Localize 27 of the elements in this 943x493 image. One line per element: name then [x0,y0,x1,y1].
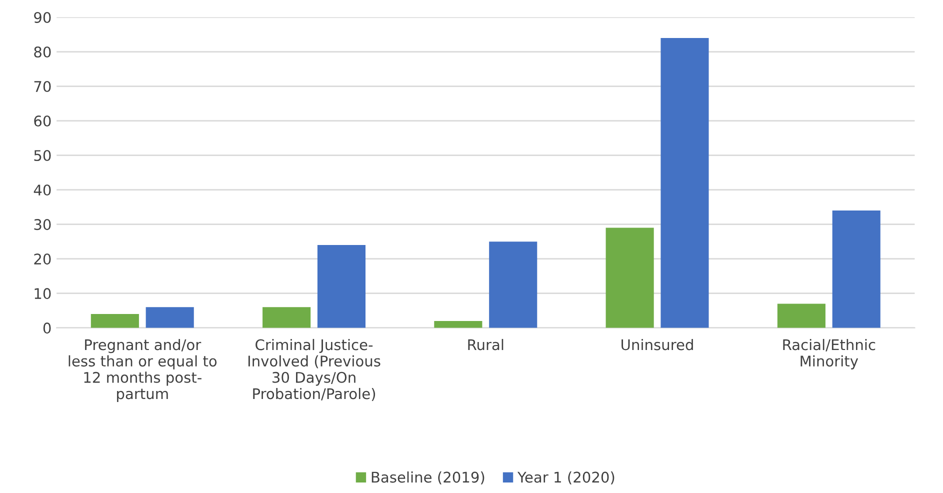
y-tick-label: 10 [34,288,51,300]
legend-label: Baseline (2019) [372,471,484,484]
bar [489,242,538,328]
y-tick-label: 80 [34,46,51,58]
bar [606,228,654,328]
legend-label: Year 1 (2020) [517,471,614,484]
y-tick-label: 20 [34,254,51,265]
bar [777,304,826,328]
bar [90,314,139,328]
bar [832,210,880,328]
x-tick-label: Racial/Ethnic Minority [783,338,876,370]
bar [660,38,709,328]
bar [434,320,482,328]
y-tick-label: 0 [43,322,51,334]
x-tick-label: Uninsured [622,338,693,350]
bar [262,307,311,328]
x-tick-label: Pregnant and/or less than or equal to 12 months post- partum [68,338,217,402]
y-tick-label: 40 [34,184,51,196]
y-tick-label: 60 [34,116,51,127]
x-tick-label: Rural [468,338,504,350]
y-tick-label: 90 [34,12,51,24]
y-tick-label: 50 [34,150,51,162]
y-tick-label: 30 [34,219,51,230]
bar [317,245,366,328]
bar [146,307,194,328]
y-tick-label: 70 [34,80,51,92]
x-tick-label: Criminal Justice- Involved (Previous 30 Days/On Probation/Parole) [248,338,380,401]
